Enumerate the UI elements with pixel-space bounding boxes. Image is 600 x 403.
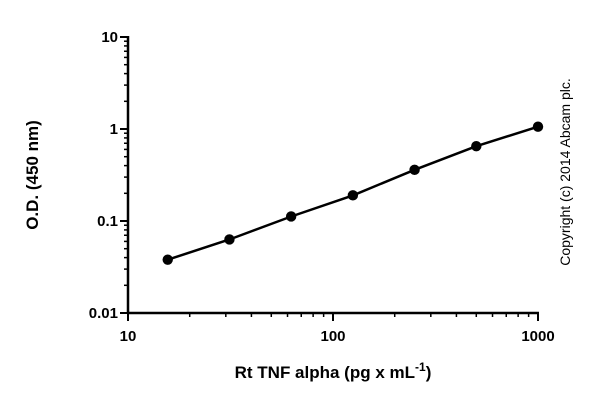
x-tick-label: 1000 <box>521 328 554 345</box>
x-axis-label-text: Rt TNF alpha (pg x mL <box>235 363 415 382</box>
x-axis-label-suffix: ) <box>426 363 432 382</box>
data-point <box>162 254 173 265</box>
x-axis-label: Rt TNF alpha (pg x mL-1) <box>235 360 432 382</box>
copyright-notice: Copyright (c) 2014 Abcam plc. <box>557 78 573 266</box>
x-axis-label-superscript: -1 <box>415 360 426 374</box>
y-tick-label: 1 <box>110 121 118 138</box>
y-tick-label: 10 <box>101 29 118 46</box>
data-point <box>224 234 235 245</box>
data-point <box>471 141 482 152</box>
series <box>162 121 544 265</box>
data-point <box>347 190 359 201</box>
y-tick-label: 0.01 <box>89 305 118 322</box>
y-axis-label: O.D. (450 nm) <box>23 120 42 230</box>
y-tick-label: 0.1 <box>97 213 118 230</box>
data-point <box>285 211 297 222</box>
data-point <box>532 121 544 132</box>
axes <box>126 36 539 315</box>
x-tick-label: 100 <box>320 328 345 345</box>
data-point <box>409 164 420 176</box>
x-tick-label: 10 <box>120 328 137 345</box>
